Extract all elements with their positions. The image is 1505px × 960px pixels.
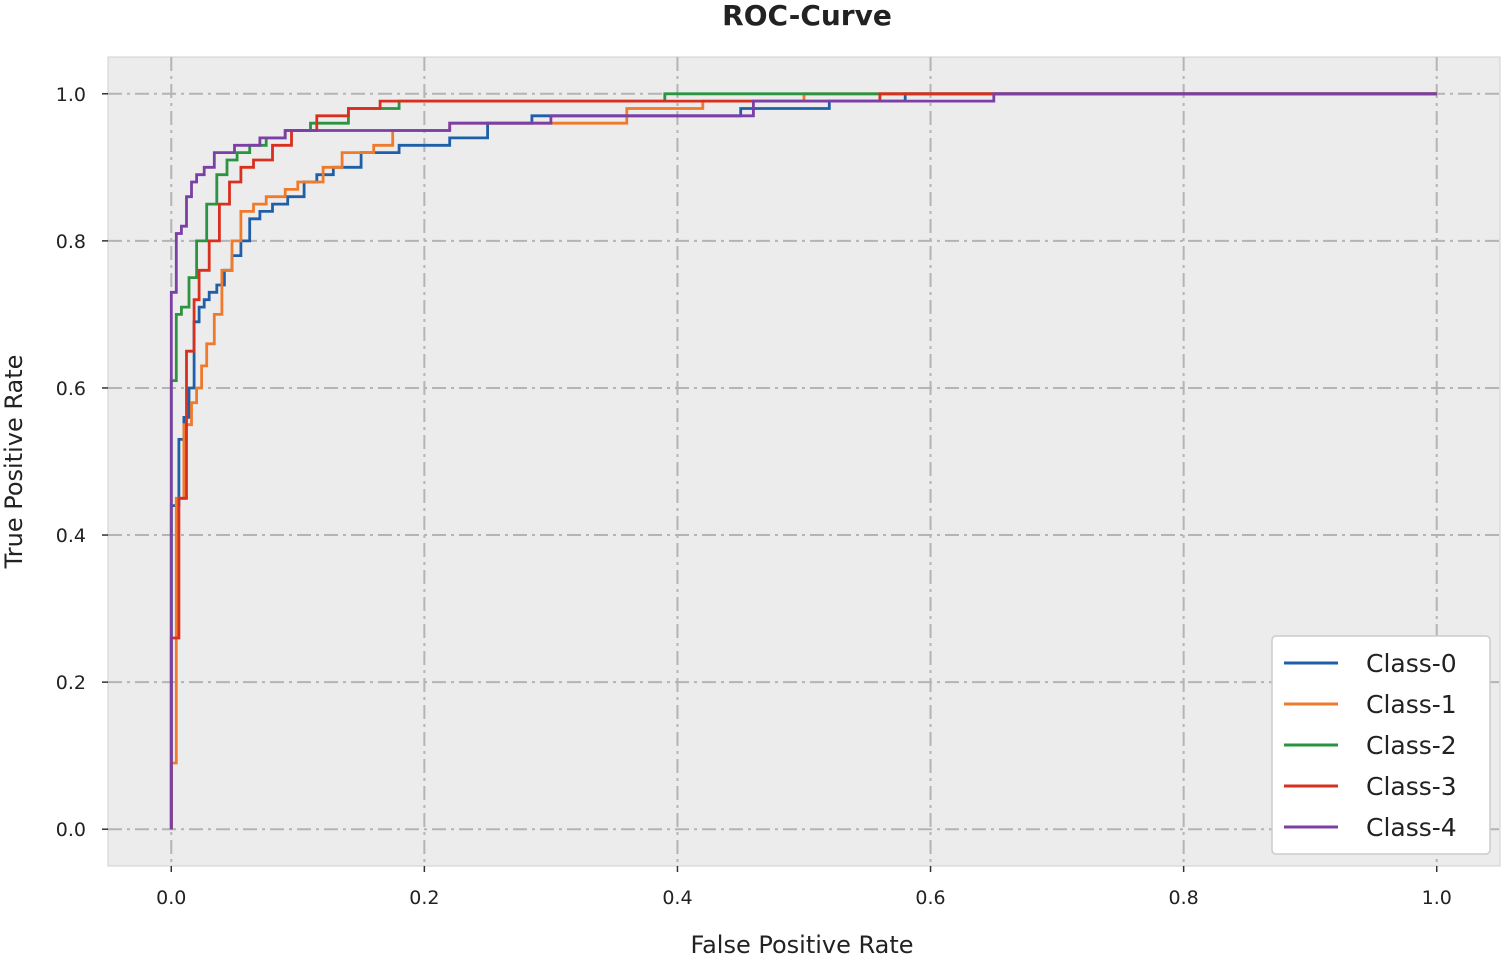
legend-label: Class-3 (1366, 772, 1457, 801)
x-tick-label: 0.4 (662, 887, 692, 909)
x-tick-label: 0.0 (156, 887, 186, 909)
y-tick-label: 1.0 (56, 84, 86, 106)
x-tick-label: 1.0 (1422, 887, 1452, 909)
y-tick-label: 0.6 (56, 378, 86, 400)
series-lines (169, 92, 1437, 830)
axes: 0.0 0.2 0.4 0.6 0.8 1.0 0.0 0.2 0.4 0.6 0.8 1.0 (56, 84, 1452, 909)
legend: Class-0 Class-1 Class-2 Class-3 Class-4 (1271, 635, 1491, 855)
x-tick-label: 0.8 (1169, 887, 1199, 909)
series-line-class-0 (169, 92, 1437, 830)
legend-label: Class-1 (1366, 690, 1457, 719)
y-tick-label: 0.4 (56, 525, 86, 547)
legend-label: Class-2 (1366, 731, 1457, 760)
series-line-class-3 (169, 92, 1437, 830)
y-tick-label: 0.0 (56, 819, 86, 841)
series-line-class-4 (169, 92, 1437, 830)
x-tick-label: 0.2 (409, 887, 439, 909)
legend-label: Class-0 (1366, 649, 1457, 678)
y-tick-label: 0.2 (56, 672, 86, 694)
plot-area (107, 56, 1501, 867)
legend-box (1271, 635, 1491, 855)
x-axis-label: False Positive Rate (690, 931, 913, 959)
legend-label: Class-4 (1366, 813, 1457, 842)
y-axis-label: True Positive Rate (0, 355, 28, 570)
x-tick-label: 0.6 (915, 887, 945, 909)
chart-title: ROC-Curve (722, 0, 892, 32)
y-tick-label: 0.8 (56, 231, 86, 253)
